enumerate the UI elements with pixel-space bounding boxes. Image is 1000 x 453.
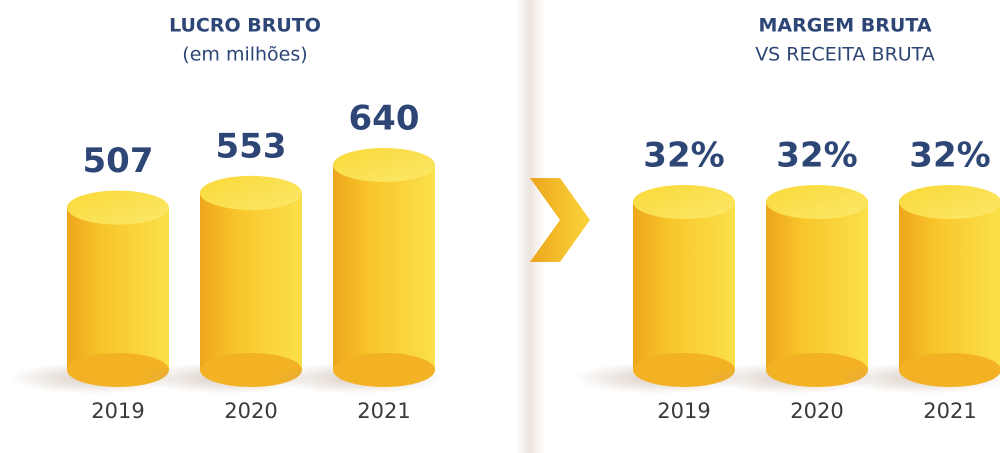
bar-top (633, 185, 735, 219)
chart-subtitle: (em milhões) (182, 44, 307, 66)
bar-top (899, 185, 1000, 219)
bar-base (899, 353, 1000, 387)
chart-subtitle: VS RECEITA BRUTA (755, 44, 935, 66)
value-label: 507 (83, 141, 154, 181)
bar-top (766, 185, 868, 219)
value-label: 32% (643, 136, 724, 176)
value-label: 32% (909, 136, 990, 176)
bar (67, 207, 169, 370)
x-tick-label: 2021 (357, 399, 410, 423)
chevron (530, 178, 590, 262)
value-label: 32% (776, 136, 857, 176)
x-tick-label: 2019 (657, 399, 710, 423)
x-tick-label: 2020 (224, 399, 277, 423)
bar (333, 165, 435, 370)
x-tick-label: 2021 (923, 399, 976, 423)
value-label: 553 (216, 126, 287, 166)
divider (515, 0, 545, 453)
bar-top (200, 175, 302, 210)
value-label: 640 (349, 99, 420, 139)
chart-title: MARGEM BRUTA (758, 15, 931, 37)
bar-top (67, 190, 169, 225)
chart-title: LUCRO BRUTO (169, 15, 321, 37)
bar (633, 202, 735, 370)
bar (200, 192, 302, 370)
bar-top (333, 148, 435, 182)
bar (766, 202, 868, 370)
bar-base (333, 353, 435, 387)
x-tick-label: 2020 (790, 399, 843, 423)
x-tick-label: 2019 (91, 399, 144, 423)
bar (899, 202, 1000, 370)
charts: LUCRO BRUTO (em milhões) 507 2019 553 2020 640… (8, 15, 1000, 423)
